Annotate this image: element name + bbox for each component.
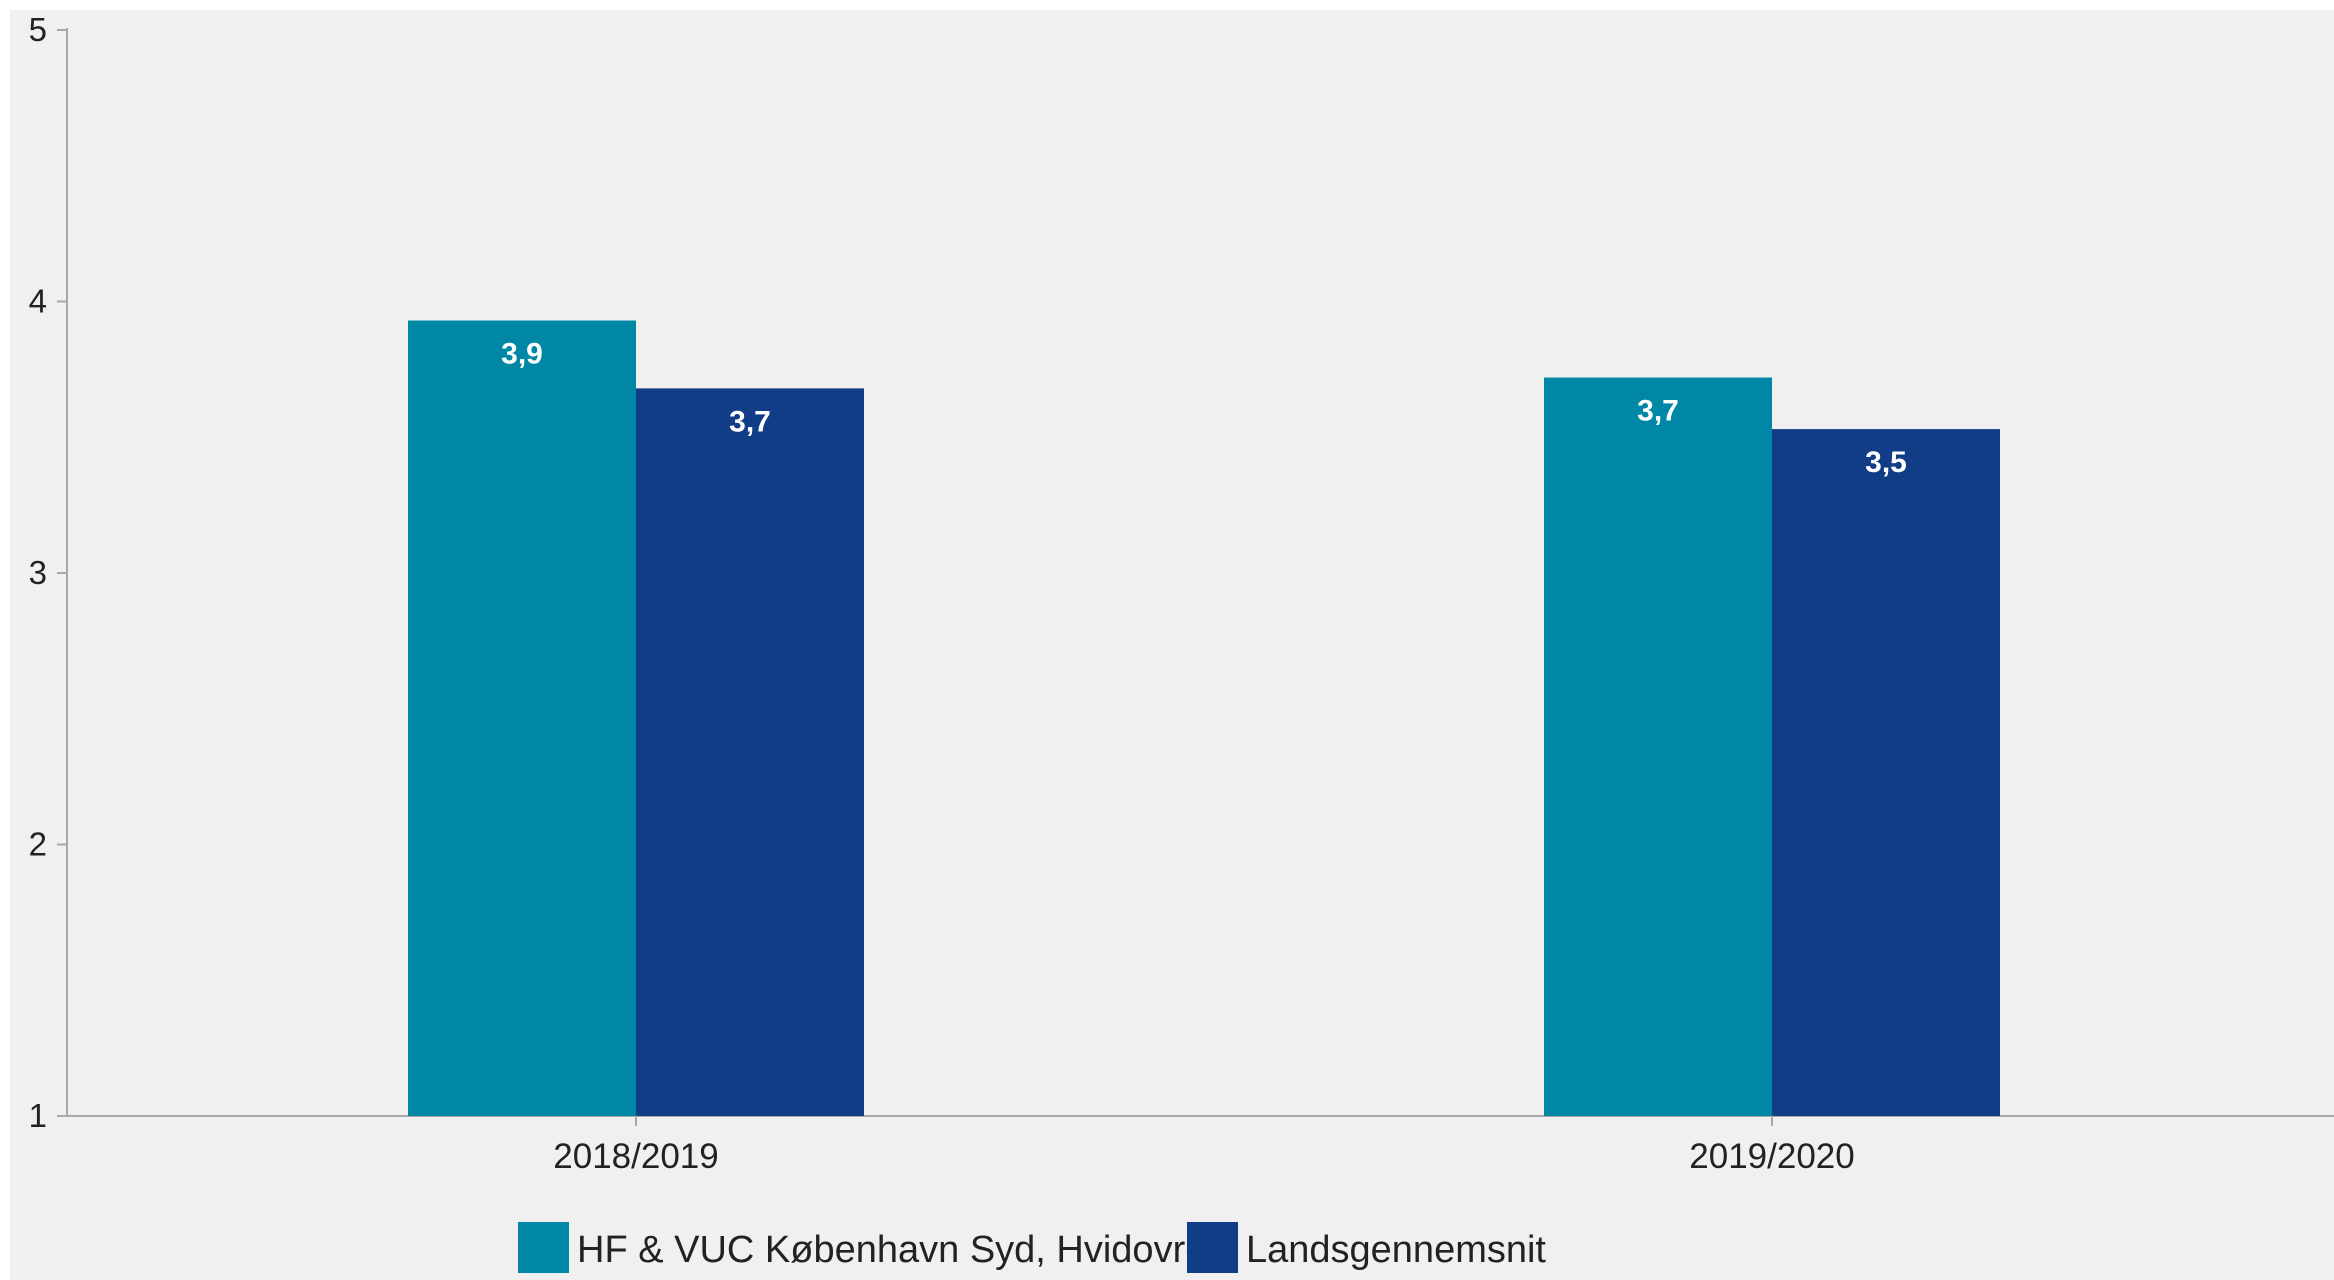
legend-label: HF & VUC København Syd, Hvidovre [577, 1229, 1206, 1271]
bar-value-label: 3,5 [1865, 446, 1907, 479]
y-tick-label: 2 [29, 826, 47, 863]
bar [408, 320, 636, 1116]
y-tick-label: 3 [29, 554, 47, 591]
bar [1772, 429, 2000, 1117]
legend-label: Landsgennemsnit [1246, 1229, 1546, 1271]
legend: HF & VUC København Syd, Hvidovre Landsgen… [518, 1222, 1546, 1273]
y-tick-label: 1 [29, 1097, 47, 1134]
legend-swatch [1187, 1222, 1238, 1273]
bar-value-label: 3,7 [1637, 395, 1679, 428]
y-tick-label: 4 [29, 283, 47, 320]
bar-value-label: 3,7 [729, 405, 771, 438]
x-tick-label: 2018/2019 [553, 1137, 718, 1176]
data-labels-group: 3,9 3,7 3,7 3,5 [501, 338, 1907, 480]
y-axis: 1 2 3 4 5 [29, 11, 68, 1134]
bar [636, 388, 864, 1116]
bars-group [408, 320, 2000, 1117]
x-tick-label: 2019/2020 [1689, 1137, 1854, 1176]
y-tick-label: 5 [29, 11, 47, 48]
bar [1544, 377, 1772, 1116]
bar-value-label: 3,9 [501, 338, 543, 371]
legend-swatch [518, 1222, 569, 1273]
